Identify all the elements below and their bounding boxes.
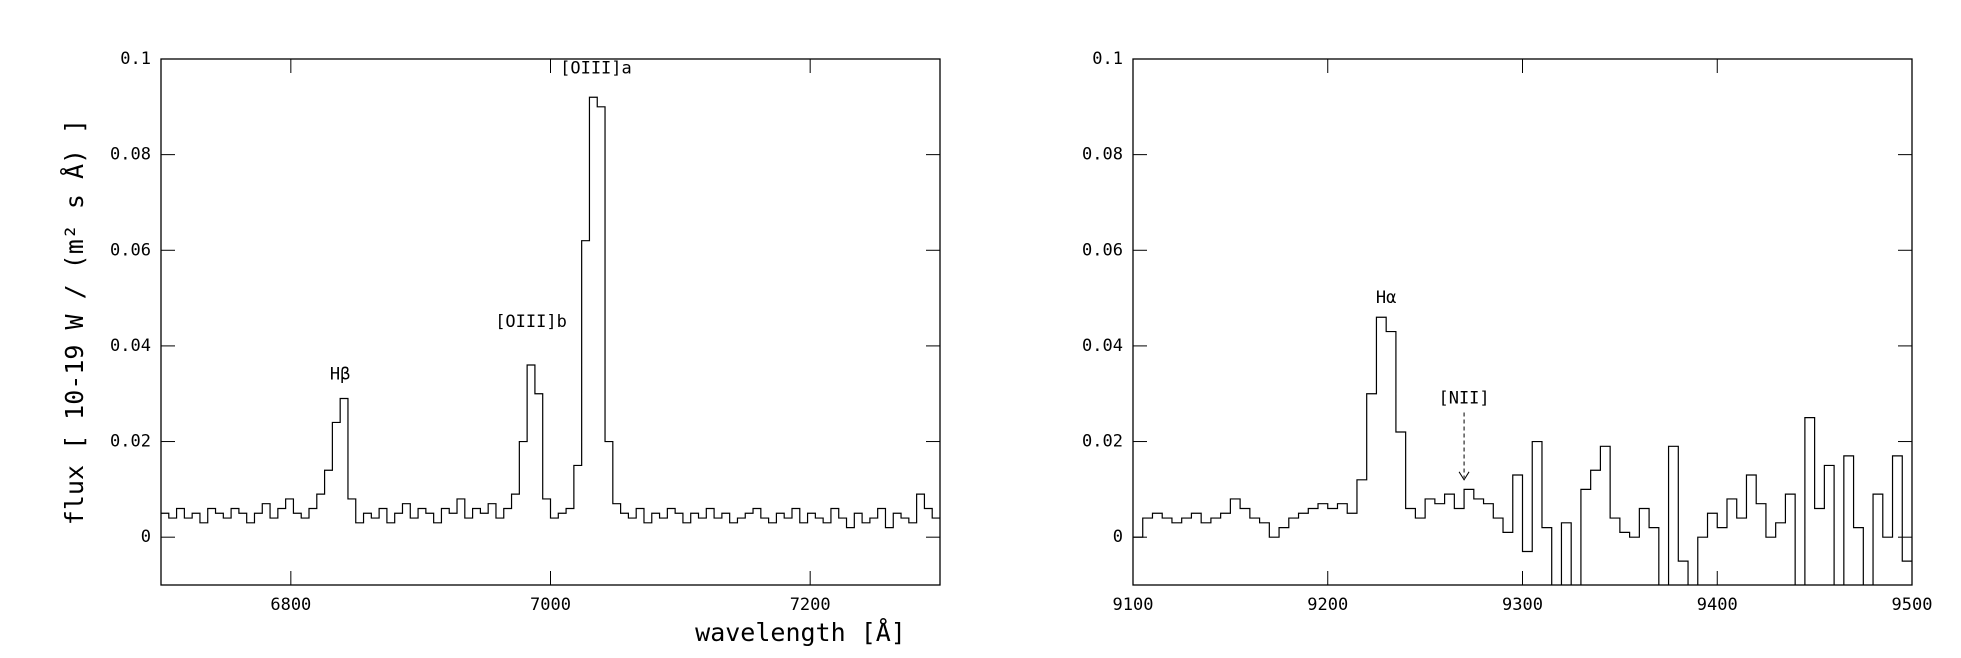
x-tick-label: 9400: [1697, 595, 1738, 615]
y-tick-label: 0.06: [110, 240, 151, 260]
annotation: [OIII]b: [495, 312, 567, 332]
y-tick-label: 0.08: [1082, 145, 1123, 165]
spectrum: [161, 96, 940, 529]
y-tick-label: 0.02: [110, 432, 151, 452]
x-axis-label: wavelength [Å]: [695, 618, 906, 647]
y-tick-label: 0.06: [1082, 240, 1123, 260]
annotation: [NII]: [1438, 389, 1489, 409]
y-tick-label: 0.1: [1092, 49, 1123, 69]
annotation: [OIII]a: [560, 59, 632, 79]
y-tick-label: 0.04: [110, 336, 151, 356]
annotation: Hβ: [330, 365, 350, 385]
y-tick-label: 0: [1113, 527, 1123, 547]
y-tick-label: 0.1: [120, 49, 151, 69]
x-tick-label: 7000: [530, 595, 571, 615]
x-tick-label: 9300: [1502, 595, 1543, 615]
x-tick-label: 9200: [1307, 595, 1348, 615]
arrow-head: [1458, 471, 1470, 481]
x-tick-label: 9100: [1113, 595, 1154, 615]
annotation: Hα: [1376, 288, 1396, 308]
y-tick-label: 0: [141, 527, 151, 547]
y-tick-label: 0.08: [110, 145, 151, 165]
x-tick-label: 9500: [1892, 595, 1933, 615]
x-tick-label: 6800: [270, 595, 311, 615]
y-axis-label: flux [ 10-19 W / (m² s Å) ]: [60, 119, 89, 525]
spectrum: [1133, 316, 1912, 585]
x-tick-label: 7200: [790, 595, 831, 615]
y-tick-label: 0.02: [1082, 432, 1123, 452]
y-tick-label: 0.04: [1082, 336, 1123, 356]
